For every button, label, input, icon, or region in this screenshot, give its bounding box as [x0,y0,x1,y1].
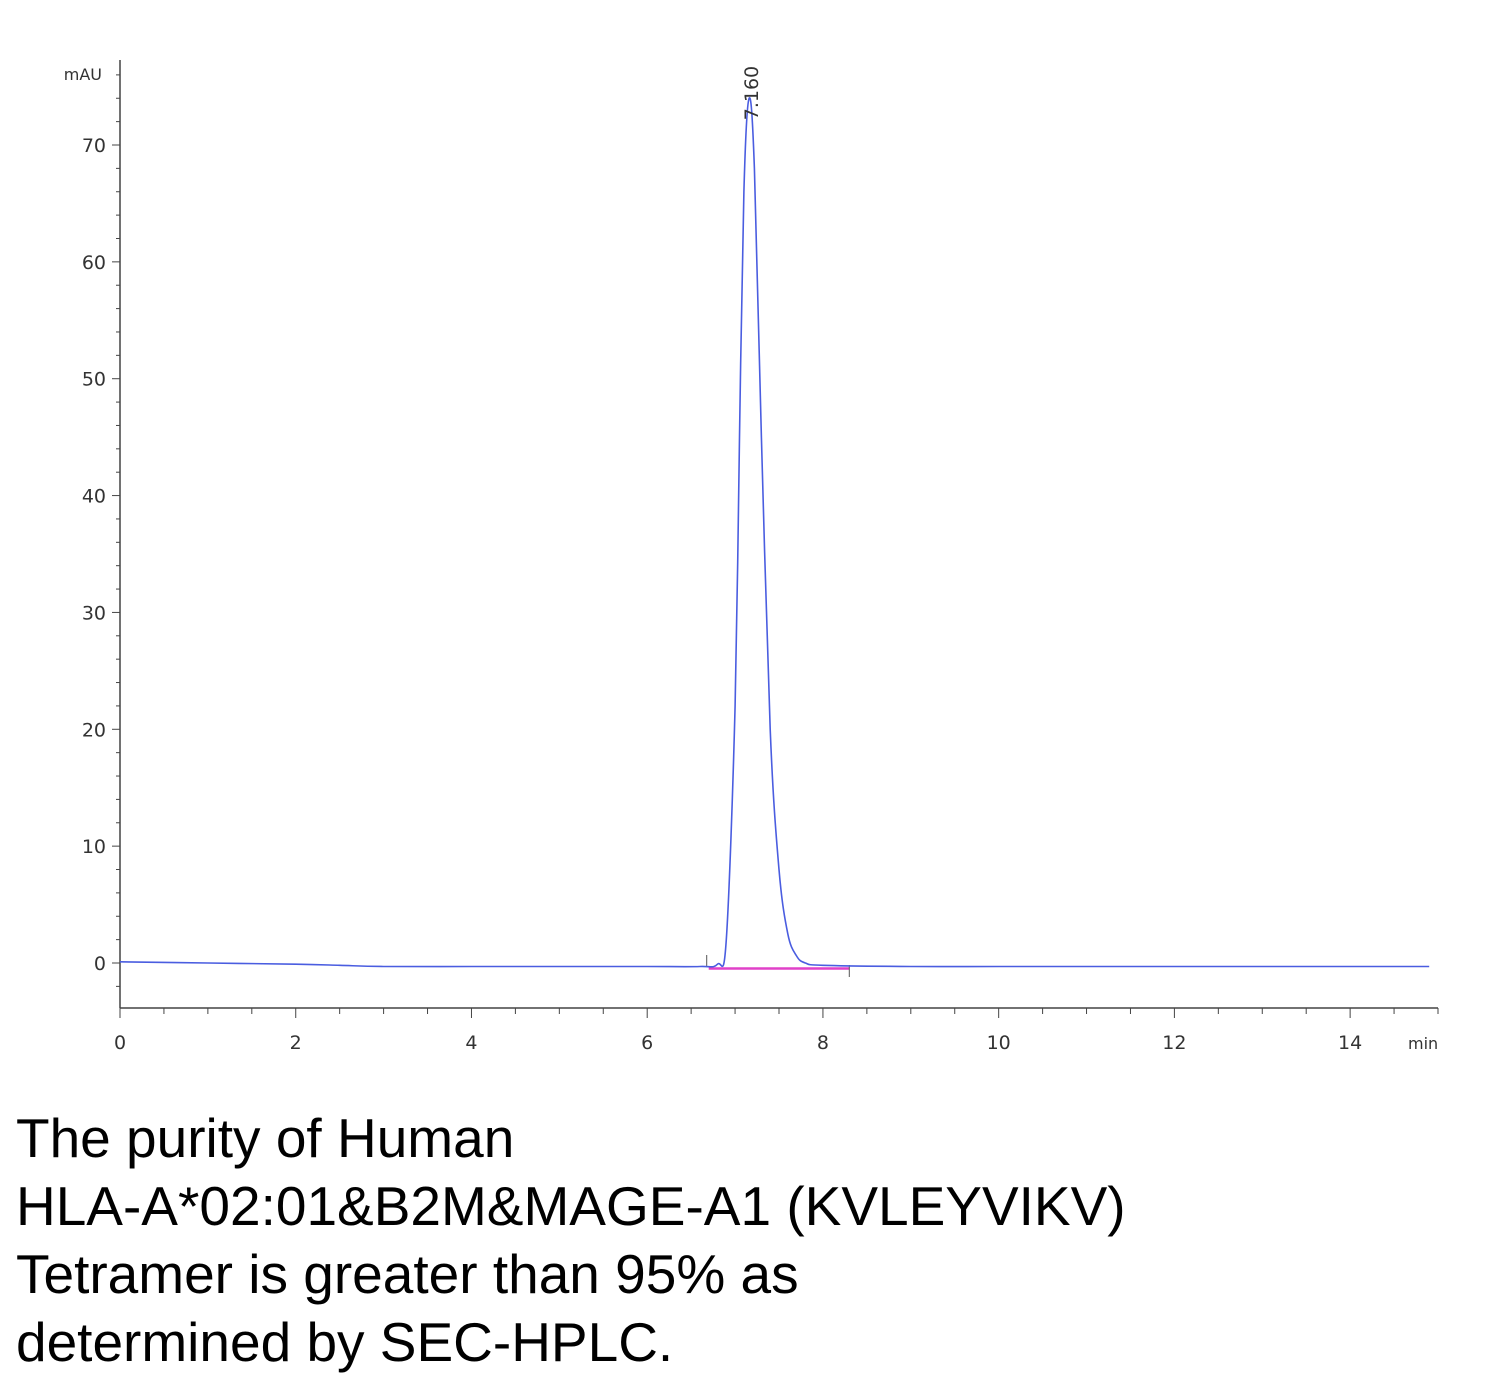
y-tick-label: 60 [82,252,106,274]
y-tick-label: 70 [82,135,106,157]
axes: 0 10 20 30 40 50 60 70 0 2 4 6 8 10 12 14 [82,60,1439,1054]
y-tick-label: 50 [82,369,106,391]
y-tick-label: 10 [82,836,106,858]
x-tick-label: 6 [641,1032,653,1054]
chromatogram-chart: 0 10 20 30 40 50 60 70 0 2 4 6 8 10 12 14 7.160 mAU min [64,60,1439,1054]
caption-line-2: HLA-A*02:01&B2M&MAGE-A1 (KVLEYVIKV) [16,1175,1126,1237]
x-tick-label: 10 [987,1032,1011,1054]
x-tick-label: 4 [465,1032,477,1054]
x-tick-label: 0 [114,1032,126,1054]
y-tick-label: 40 [82,486,106,508]
caption-line-1: The purity of Human [16,1107,515,1169]
y-tick-label: 20 [82,719,106,741]
caption-line-3: Tetramer is greater than 95% as [16,1243,799,1305]
x-axis-unit: min [1408,1034,1438,1053]
caption-line-4: determined by SEC-HPLC. [16,1311,674,1373]
signal-trace-1 [119,97,1430,968]
data-marks: 7.160 [119,66,1430,977]
caption: The purity of Human HLA-A*02:01&B2M&MAGE… [16,1104,1486,1376]
x-tick-label: 14 [1338,1032,1362,1054]
x-tick-label: 2 [290,1032,302,1054]
peak-label: 7.160 [741,66,763,120]
y-axis-unit: mAU [64,65,102,84]
y-tick-label: 0 [94,953,106,975]
y-tick-label: 30 [82,602,106,624]
x-tick-label: 8 [817,1032,829,1054]
x-tick-label: 12 [1162,1032,1186,1054]
